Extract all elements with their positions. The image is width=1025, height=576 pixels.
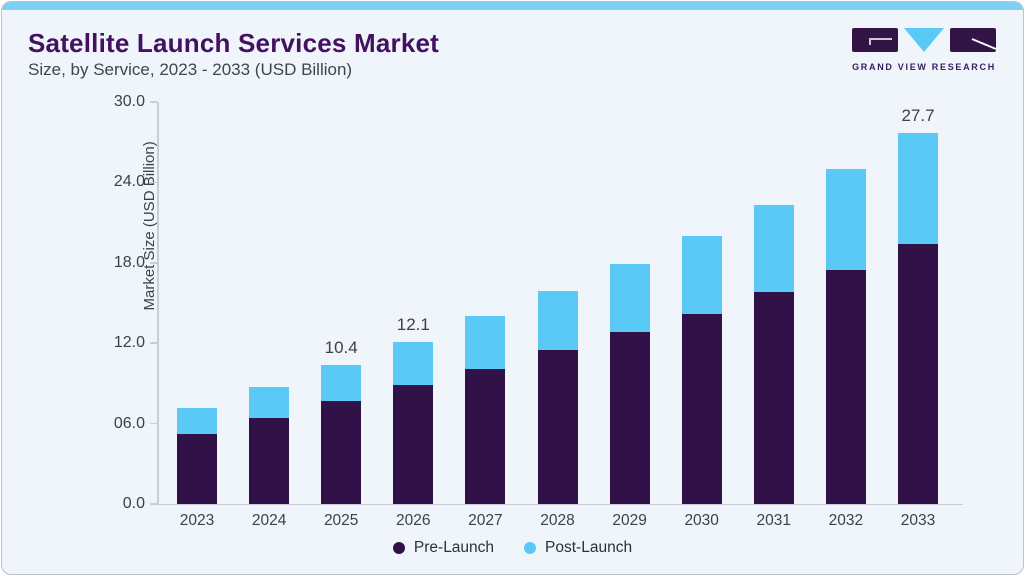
bar-segment-post-launch-2032[interactable] <box>825 169 866 270</box>
y-tick-label: 30.0 <box>113 93 145 110</box>
y-tick-mark <box>150 342 157 344</box>
x-tick-label: 2030 <box>684 512 719 529</box>
legend-label: Pre-Launch <box>413 539 495 556</box>
bar-segment-pre-launch-2030[interactable] <box>681 313 722 504</box>
legend-marker-post-launch <box>524 542 537 554</box>
bar-segment-pre-launch-2031[interactable] <box>753 292 794 504</box>
brand-name: GRAND VIEW RESEARCH <box>852 62 996 72</box>
x-tick-label: 2028 <box>540 512 575 529</box>
bar-segment-post-launch-2029[interactable] <box>609 264 650 333</box>
bar-total-label-2033: 27.7 <box>901 105 935 125</box>
y-tick-label: 12.0 <box>113 334 145 352</box>
x-tick-label: 2029 <box>612 512 647 529</box>
bar-segment-pre-launch-2028[interactable] <box>537 349 578 504</box>
y-axis-line <box>157 102 159 504</box>
legend-item-pre-launch[interactable]: Pre-Launch <box>392 539 495 557</box>
y-tick-label: 06.0 <box>113 414 145 432</box>
page-title: Satellite Launch Services Market <box>28 28 440 58</box>
y-tick-label: 18.0 <box>113 253 145 271</box>
legend: Pre-Launch Post-Launch <box>2 539 1023 557</box>
y-tick-label: 0.0 <box>122 495 145 512</box>
x-tick-label: 2031 <box>756 512 792 529</box>
legend-label: Post-Launch <box>545 539 633 556</box>
accent-bar <box>2 2 1023 10</box>
bar-segment-pre-launch-2026[interactable] <box>393 384 434 504</box>
x-tick-label: 2025 <box>323 512 359 529</box>
x-axis-line <box>157 503 963 505</box>
y-tick-mark <box>150 262 157 264</box>
x-tick-label: 2027 <box>468 512 503 529</box>
bar-segment-post-launch-2023[interactable] <box>177 407 217 435</box>
bar-total-label-2025: 10.4 <box>324 337 358 357</box>
y-tick-mark <box>150 503 157 505</box>
brand-logo: GRAND VIEW RESEARCH <box>850 27 998 72</box>
legend-item-post-launch[interactable]: Post-Launch <box>524 539 632 557</box>
y-tick-mark <box>150 101 157 103</box>
bar-segment-pre-launch-2027[interactable] <box>465 368 506 504</box>
page-subtitle: Size, by Service, 2023 - 2033 (USD Billi… <box>28 60 353 79</box>
x-tick-label: 2033 <box>900 512 936 529</box>
x-tick-label: 2032 <box>828 512 864 529</box>
bar-segment-post-launch-2028[interactable] <box>537 290 578 350</box>
bar-segment-pre-launch-2024[interactable] <box>249 418 290 504</box>
bar-segment-pre-launch-2032[interactable] <box>825 269 866 504</box>
x-tick-label: 2024 <box>251 512 287 529</box>
bar-segment-post-launch-2026[interactable] <box>393 341 434 385</box>
y-tick-mark <box>150 422 157 425</box>
bar-segment-pre-launch-2029[interactable] <box>609 332 650 504</box>
bar-segment-post-launch-2024[interactable] <box>249 387 290 419</box>
bar-segment-post-launch-2031[interactable] <box>753 205 794 293</box>
x-tick-label: 2026 <box>396 512 431 529</box>
bar-segment-pre-launch-2025[interactable] <box>321 400 362 504</box>
bar-segment-post-launch-2030[interactable] <box>681 236 722 314</box>
x-tick-label: 2023 <box>179 512 215 529</box>
legend-marker-pre-launch <box>392 542 405 554</box>
bar-segment-post-launch-2025[interactable] <box>321 364 362 401</box>
plot-area: 0.0 06.0 12.0 18.0 24.0 30.0 2023 2024 2025 10.4 2… <box>114 93 963 529</box>
bar-segment-pre-launch-2023[interactable] <box>177 434 217 504</box>
y-tick-label: 24.0 <box>113 173 145 191</box>
bar-total-label-2026: 12.1 <box>396 314 430 334</box>
bar-segment-pre-launch-2033[interactable] <box>898 244 938 504</box>
bar-segment-post-launch-2033[interactable] <box>898 132 938 245</box>
gvr-logo-icon <box>852 28 997 52</box>
y-tick-mark <box>150 181 157 184</box>
y-axis-title: Market Size (USD Billion) <box>141 141 159 311</box>
bar-segment-post-launch-2027[interactable] <box>465 316 506 369</box>
